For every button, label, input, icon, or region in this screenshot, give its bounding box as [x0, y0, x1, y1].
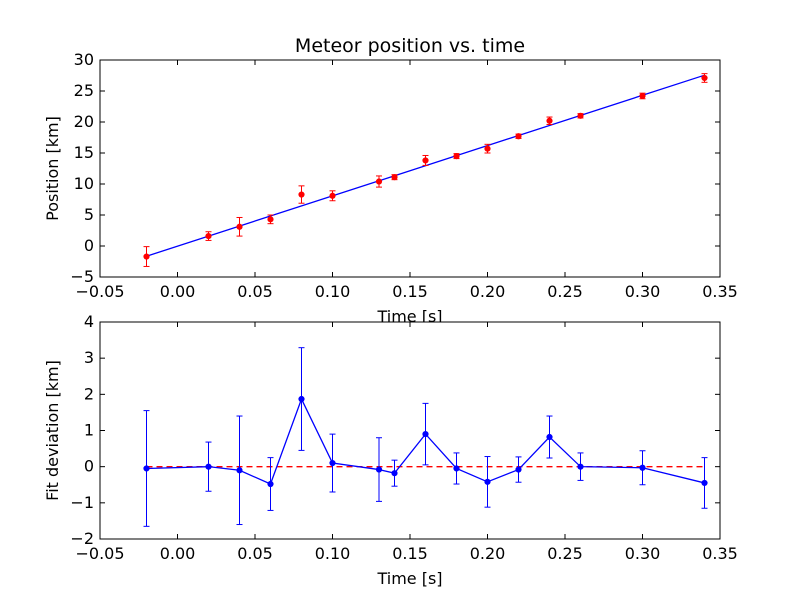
data-point [391, 470, 398, 477]
x-tick-label: 0.10 [315, 282, 351, 301]
data-point [515, 133, 522, 140]
data-point [236, 223, 243, 230]
data-point [267, 216, 274, 223]
y-tick-label: 10 [74, 174, 94, 193]
x-axis-label: Time [s] [376, 307, 442, 326]
y-tick-label: 1 [84, 421, 94, 440]
plot-area [99, 59, 721, 278]
data-point [546, 433, 553, 441]
x-tick-label: 0.00 [160, 544, 196, 563]
x-tick-label: 0.35 [702, 544, 738, 563]
data-point [205, 463, 212, 470]
x-tick-label: 0.05 [237, 282, 273, 301]
y-tick-label: 2 [84, 384, 94, 403]
plot-area [99, 321, 721, 540]
y-tick-label: 15 [74, 143, 94, 162]
y-tick-label: 4 [84, 312, 94, 331]
x-tick-label: 0.20 [470, 282, 506, 301]
y-axis-label: Position [km] [43, 116, 62, 221]
y-tick-label: 5 [84, 205, 94, 224]
x-tick-label: 0.15 [392, 282, 428, 301]
x-tick-label: 0.00 [160, 282, 196, 301]
data-point [375, 466, 383, 473]
x-tick-label: 0.15 [392, 544, 428, 563]
data-point [701, 479, 708, 487]
deviation-line [146, 397, 705, 485]
x-tick-label: 0.05 [237, 544, 273, 563]
x-axis-label: Time [s] [376, 569, 442, 588]
x-tick-label: −0.05 [75, 544, 124, 563]
data-point [639, 92, 646, 100]
data-point [391, 174, 398, 181]
y-tick-label: 20 [74, 112, 94, 131]
data-point [143, 253, 150, 260]
data-point [298, 395, 305, 403]
y-tick-label: −1 [70, 493, 94, 512]
x-tick-label: 0.25 [547, 544, 583, 563]
data-point [375, 178, 383, 185]
chart-title: Meteor position vs. time [295, 35, 525, 57]
x-tick-label: 0.10 [315, 544, 351, 563]
data-point [546, 117, 553, 124]
x-tick-label: 0.25 [547, 282, 583, 301]
data-point [484, 478, 491, 485]
y-tick-label: 0 [84, 457, 94, 476]
data-point [701, 74, 708, 82]
y-tick-label: −2 [70, 529, 94, 548]
y-axis-label: Fit deviation [km] [43, 360, 62, 501]
data-point [267, 480, 274, 488]
data-point [236, 467, 243, 474]
data-point [453, 153, 460, 160]
y-tick-label: 30 [74, 50, 94, 69]
data-point [298, 191, 305, 198]
data-point [484, 145, 491, 152]
data-point [515, 466, 522, 473]
data-point [577, 112, 584, 119]
x-tick-label: 0.30 [625, 544, 661, 563]
data-point [329, 459, 336, 467]
deviation-chart: −0.05 0.00 0.05 0.10 0.15 0.20 0.25 0.30 0.35 −2 −… [43, 312, 738, 588]
data-point [422, 431, 429, 438]
x-tick-label: 0.30 [625, 282, 661, 301]
data-point [577, 463, 584, 470]
x-tick-label: −0.05 [75, 282, 124, 301]
data-point [205, 232, 212, 240]
y-tick-label: 25 [74, 81, 94, 100]
x-tick-label: 0.35 [702, 282, 738, 301]
data-point [453, 465, 460, 472]
data-point [143, 465, 150, 472]
y-tick-label: 0 [84, 236, 94, 255]
position-chart: −0.05 0.00 0.05 0.10 0.15 0.20 0.25 0.30 0.35 −5 0… [43, 35, 738, 326]
data-point [422, 157, 429, 164]
x-tick-label: 0.20 [470, 544, 506, 563]
data-point [329, 192, 336, 199]
data-point [639, 464, 646, 471]
y-tick-label: 3 [84, 348, 94, 367]
y-tick-label: −5 [70, 267, 94, 286]
